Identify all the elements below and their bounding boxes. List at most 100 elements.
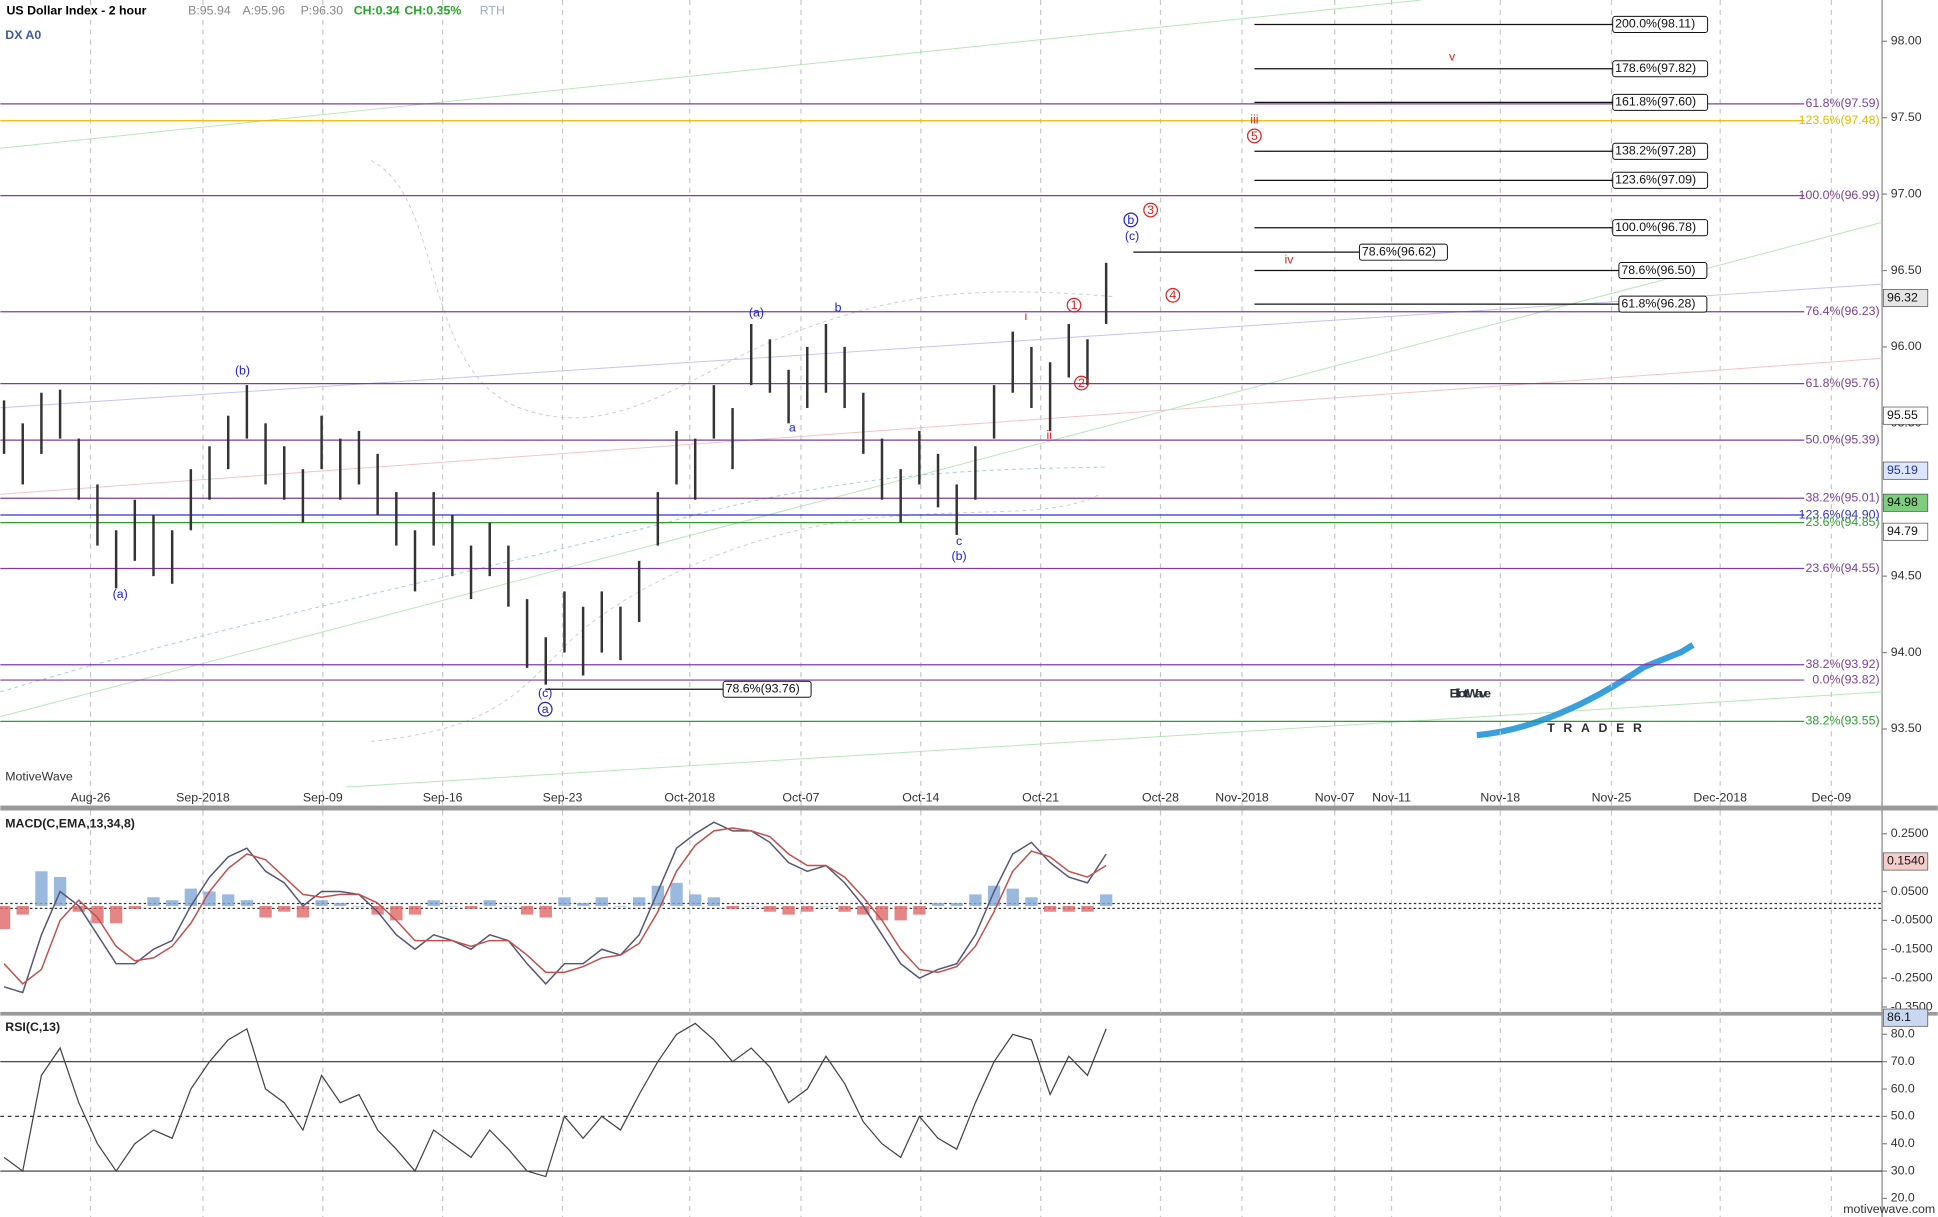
panel-title: MACD(C,EMA,13,34,8) <box>5 816 135 830</box>
histogram-bar <box>334 903 347 906</box>
histogram-bar <box>819 905 833 907</box>
wave-label: b <box>835 301 842 315</box>
rsi-line <box>3 1022 1107 1178</box>
histogram-bar <box>894 905 907 921</box>
wave-label: a <box>542 702 549 716</box>
level-label: 123.6%(94.90) <box>1799 507 1880 521</box>
histogram-bar <box>352 905 366 907</box>
histogram-bar <box>278 905 291 912</box>
price-tag <box>1882 522 1929 541</box>
y-tick-label: 60.0 <box>1891 1081 1915 1095</box>
histogram-bar <box>0 905 11 930</box>
site: motivewave.com <box>1843 1202 1935 1216</box>
wave-label: iii <box>1250 113 1258 127</box>
y-tick-label: 70.0 <box>1891 1054 1915 1068</box>
y-tick-label: 93.50 <box>1891 721 1922 735</box>
price-tag-label: 86.1 <box>1887 1010 1911 1024</box>
histogram-bar <box>782 905 795 915</box>
histogram-bar <box>446 905 459 907</box>
price-tag-label: 95.19 <box>1887 463 1918 477</box>
histogram-bar <box>763 905 777 912</box>
wave-circle <box>1074 375 1089 391</box>
histogram-bar <box>950 903 963 906</box>
y-tick-label: 94.00 <box>1891 645 1922 659</box>
histogram-bar <box>745 905 758 907</box>
panel-separator <box>0 805 1938 811</box>
histogram-bar <box>931 903 945 906</box>
wave-label: 2 <box>1078 376 1085 390</box>
level-label: 100.0%(96.99) <box>1799 188 1880 202</box>
x-tick-label: Sep-09 <box>303 790 343 804</box>
y-tick-label: 94.50 <box>1891 568 1922 582</box>
histogram-bar <box>707 897 721 906</box>
y-tick-label: 20.0 <box>1891 1191 1915 1205</box>
level-label: 0.0%(93.82) <box>1812 672 1879 686</box>
histogram-bar <box>558 897 571 906</box>
level-label: 61.8%(95.76) <box>1805 376 1879 390</box>
chart-title: US Dollar Index - 2 hour <box>7 3 147 17</box>
histogram-bar <box>857 905 870 915</box>
level-label: 23.6%(94.85) <box>1805 515 1879 529</box>
logo-swoosh <box>1476 642 1695 739</box>
y-tick-label: 96.50 <box>1891 263 1922 277</box>
wave-label: iv <box>1285 252 1295 266</box>
fib-box <box>1612 93 1709 111</box>
symbol: DX A0 <box>5 28 41 42</box>
histogram-bar <box>165 900 179 906</box>
wave-label: i <box>1024 309 1027 323</box>
logo-sub: TRADER <box>1547 721 1650 735</box>
histogram-bar <box>464 905 478 909</box>
histogram-bar <box>91 905 104 924</box>
y-tick-label: 0.2500 <box>1891 826 1929 840</box>
level-label: 76.4%(96.23) <box>1805 304 1879 318</box>
x-tick-label: Sep-16 <box>423 790 463 804</box>
histogram-bar <box>109 905 123 924</box>
histogram-bar <box>913 905 926 915</box>
y-tick-label: 30.0 <box>1891 1163 1915 1177</box>
y-tick-label: 97.00 <box>1891 186 1922 200</box>
fib-box <box>1612 142 1709 160</box>
change-pct: CH:0.35% <box>404 3 461 17</box>
histogram-bar <box>408 905 422 915</box>
panel-separator <box>0 1011 1938 1016</box>
histogram-bar <box>502 905 515 907</box>
fib-label: 78.6%(93.76) <box>726 681 800 695</box>
level-label: 50.0%(95.39) <box>1805 432 1879 446</box>
y-tick-label: 80.0 <box>1891 1027 1915 1041</box>
histogram-bar <box>1099 894 1113 906</box>
wave-label: 3 <box>1147 203 1154 217</box>
price-tag-label: 94.79 <box>1887 524 1918 538</box>
macd-line <box>3 827 1107 985</box>
wave-circle <box>537 701 553 717</box>
logo-main: ElliottWave <box>1450 687 1491 701</box>
x-tick-label: Oct-21 <box>1022 790 1059 804</box>
x-tick-label: Oct-07 <box>782 790 819 804</box>
histogram-bar <box>240 900 254 906</box>
fib-box <box>1612 60 1709 78</box>
wave-circle <box>1246 128 1262 144</box>
x-tick-label: Nov-11 <box>1372 790 1411 804</box>
fib-label: 123.6%(97.09) <box>1615 173 1696 187</box>
histogram-bar <box>390 905 403 921</box>
wave-circle <box>1143 202 1159 218</box>
histogram-bar <box>1043 905 1057 912</box>
histogram-bar <box>371 905 384 915</box>
x-tick-label: Nov-18 <box>1480 790 1520 804</box>
histogram-bar <box>259 905 272 918</box>
y-tick-label: -0.2500 <box>1891 970 1933 984</box>
price-tag-label: 96.32 <box>1887 290 1918 304</box>
level-label: 38.2%(95.01) <box>1805 490 1879 504</box>
wave-label: a <box>789 420 796 434</box>
fib-label: 78.6%(96.62) <box>1362 244 1436 258</box>
histogram-bar <box>576 903 590 906</box>
histogram-bar <box>296 905 310 918</box>
histogram-bar <box>670 882 683 906</box>
histogram-bar <box>427 900 440 906</box>
histogram-bar <box>987 885 1001 906</box>
histogram-bar <box>969 894 982 906</box>
wave-label: ii <box>1047 428 1053 442</box>
fib-label: 100.0%(96.78) <box>1615 220 1696 234</box>
histogram-bar <box>72 905 85 912</box>
